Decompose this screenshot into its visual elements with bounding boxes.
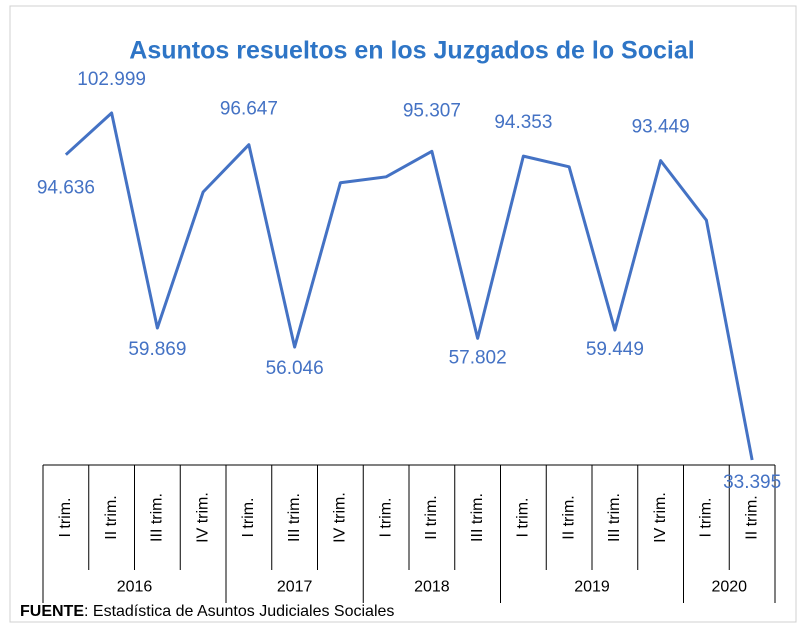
x-tick-label: I trim. <box>515 498 532 538</box>
group-label: 2020 <box>711 579 747 596</box>
x-tick-label: IV trim. <box>652 492 669 543</box>
data-label: 93.449 <box>632 117 690 138</box>
x-tick-label: III trim. <box>606 493 623 542</box>
chart-title: Asuntos resueltos en los Juzgados de lo … <box>129 37 694 65</box>
x-tick-label: III trim. <box>149 493 166 542</box>
data-label: 59.869 <box>128 339 186 360</box>
data-label: 94.353 <box>494 112 552 133</box>
source: FUENTE: Estadística de Asuntos Judiciale… <box>20 603 394 620</box>
x-tick-label: III trim. <box>286 493 303 542</box>
data-label: 96.647 <box>220 99 278 120</box>
x-tick-label: II trim. <box>103 495 120 539</box>
data-label: 59.449 <box>586 339 644 360</box>
x-tick-label: I trim. <box>377 498 394 538</box>
source-label: FUENTE <box>20 603 84 620</box>
group-label: 2019 <box>574 579 610 596</box>
source-text: : Estadística de Asuntos Judiciales Soci… <box>84 603 394 620</box>
x-tick-label: II trim. <box>743 495 760 539</box>
x-tick-label: I trim. <box>698 498 715 538</box>
x-tick-label: II trim. <box>560 495 577 539</box>
data-label: 33.395 <box>723 472 781 493</box>
data-label: 95.307 <box>403 100 461 121</box>
data-label: 102.999 <box>77 69 146 90</box>
data-label: 56.046 <box>266 358 324 379</box>
group-label: 2016 <box>117 579 153 596</box>
data-line <box>64 111 754 461</box>
group-label: 2017 <box>277 579 313 596</box>
x-tick-label: I trim. <box>240 498 257 538</box>
x-tick-label: IV trim. <box>194 492 211 543</box>
x-tick-label: I trim. <box>57 498 74 538</box>
x-tick-label: II trim. <box>423 495 440 539</box>
data-label: 94.636 <box>37 178 95 199</box>
data-label: 57.802 <box>449 347 507 368</box>
chart-border <box>9 5 797 623</box>
group-label: 2018 <box>414 579 450 596</box>
x-tick-label: III trim. <box>469 493 486 542</box>
x-tick-label: IV trim. <box>332 492 349 543</box>
